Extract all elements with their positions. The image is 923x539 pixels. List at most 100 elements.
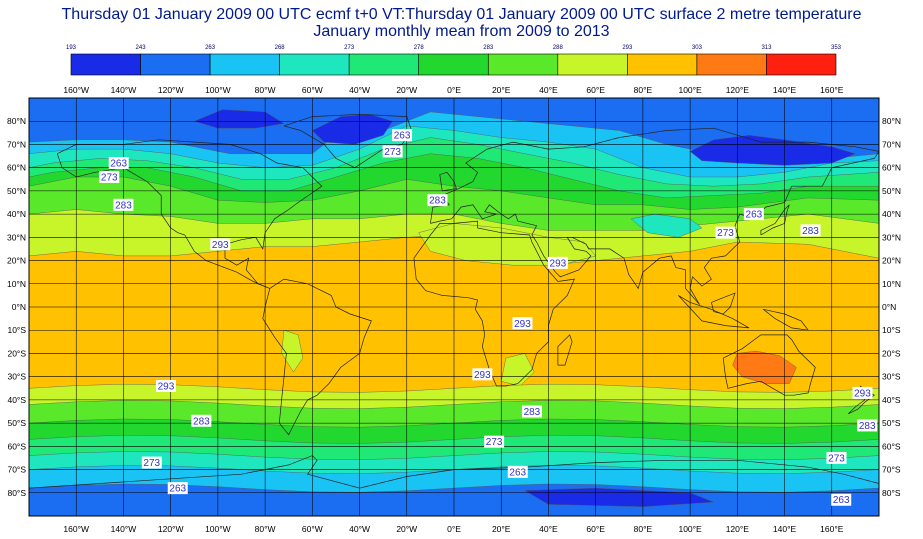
contour-label: 273 [143,458,160,469]
lon-label-bottom: 80°W [255,524,276,534]
antarctica-coast [29,455,879,489]
contour-label: 293 [854,388,871,399]
lat-label-right: 10°S [882,325,901,335]
contour-label-bg [857,419,878,432]
lat-label-left: 0°N [12,302,26,312]
contour-label: 283 [115,200,132,211]
lat-label-left: 20°N [7,256,26,266]
lon-label-bottom: 0°E [447,524,461,534]
lat-label-left: 40°N [7,209,26,219]
lat-label-right: 60°S [882,441,901,451]
contour-label-bg [427,194,448,207]
contour-label-bg [715,226,736,239]
contour-label: 273 [101,172,118,183]
lat-label-right: 40°N [882,209,901,219]
colorbar-swatch [279,53,350,76]
lon-label-bottom: 140°W [111,524,137,534]
lon-label-top: 0°E [447,85,461,95]
contour-label-bg [167,482,188,495]
contour-label: 273 [486,437,503,448]
map-frame [28,97,880,517]
lat-label-left: 70°S [7,465,26,475]
contour-label-bg [521,405,542,418]
contour-label: 293 [514,319,531,330]
contour-label-bg [507,465,528,478]
contour-label-bg [472,368,493,381]
colorbar-swatch [348,53,420,76]
lon-label-bottom: 40°E [539,524,558,534]
lon-label-top: 20°W [396,85,417,95]
colorbar-swatch [418,53,489,76]
contour-label-bg [512,317,533,330]
lat-label-right: 80°N [882,116,901,126]
colorbar-swatch [766,53,837,76]
lon-label-top: 120°E [726,85,750,95]
contour-label: 263 [169,484,186,495]
lon-label-top: 140°E [773,85,797,95]
lat-label-left: 20°S [7,348,26,358]
lon-label-top: 120°W [158,85,184,95]
lon-label-bottom: 120°W [158,524,184,534]
colorbar-tick-label: 263 [205,45,216,51]
lat-label-left: 80°S [7,488,26,498]
contour-label-bg [826,451,847,464]
africa-coast [413,220,575,387]
colorbar-tick-label: 303 [692,45,703,51]
contour-label: 273 [384,147,401,158]
lon-label-top: 140°W [111,85,137,95]
lat-label-right: 60°N [882,163,901,173]
lon-label-bottom: 60°E [586,524,605,534]
contour-labels: 263 273 283 293 263 273 283 293 293 293 263 273 283 2… [99,129,878,506]
lon-label-top: 60°W [302,85,323,95]
lon-label-top: 100°W [205,85,231,95]
australia-coast [722,334,816,396]
colorbar-tick-label: 283 [483,45,494,51]
lat-label-left: 80°N [7,116,26,126]
contour-label: 283 [524,407,541,418]
contour-label-bg [113,198,134,211]
lat-label-right: 20°N [882,256,901,266]
andes-band [281,329,304,373]
colorbar-tick-label: 353 [831,45,842,51]
lon-label-top: 160°W [63,85,89,95]
contour-label: 263 [110,159,127,170]
contour-label: 293 [474,370,491,381]
indonesia-coast [678,295,750,329]
colorbar-tick-label: 313 [761,45,772,51]
contour-label: 263 [833,495,850,506]
colorbar: 193 243 263 268 273 278 283 288 293 303 313 353 [66,45,842,76]
contour-label: 273 [717,228,734,239]
lon-label-top: 100°E [678,85,702,95]
contour-label: 263 [509,467,526,478]
colorbar-swatch [487,53,559,76]
contour-label-bg [547,256,568,269]
lon-label-bottom: 100°W [205,524,231,534]
lon-label-bottom: 160°W [63,524,89,534]
lat-label-left: 10°N [7,279,26,289]
contour-label-bg [99,170,120,183]
contour-label: 263 [746,210,763,221]
lon-label-bottom: 100°E [678,524,702,534]
lat-label-right: 30°S [882,372,901,382]
contour-label: 293 [212,240,229,251]
colorbar-swatch [627,53,698,76]
colorbar-tick-label: 268 [275,45,286,51]
contour-label: 283 [429,196,446,207]
lon-label-top: 40°E [539,85,558,95]
colorbar-swatch [557,53,628,76]
contour-label-bg [852,386,873,399]
lat-label-left: 30°S [7,372,26,382]
contour-label-bg [155,379,176,392]
contour-label-bg [484,435,505,448]
lat-label-right: 10°N [882,279,901,289]
lat-label-left: 10°S [7,325,26,335]
colorbar-tick-label: 288 [553,45,564,51]
contour-label: 293 [550,258,567,269]
colorbar-swatch [696,53,767,76]
lat-label-right: 50°N [882,186,901,196]
contour-label-bg [800,224,821,237]
lon-label-top: 80°W [255,85,276,95]
contour-label: 293 [158,381,175,392]
contour-label-bg [382,145,403,158]
colorbar-tick-label: 243 [136,45,147,51]
